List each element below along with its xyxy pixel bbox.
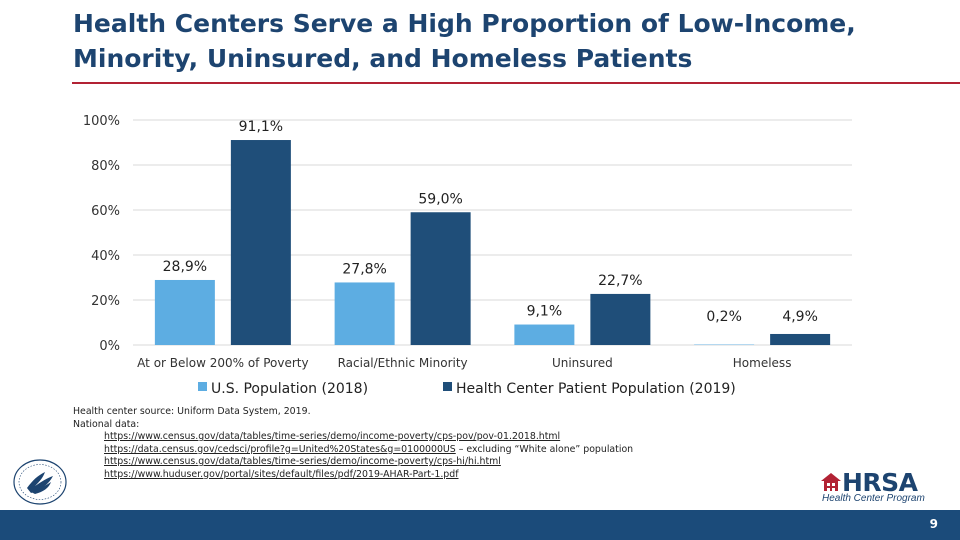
hrsa-wordmark: HRSA bbox=[842, 468, 918, 497]
source-link-row: https://data.census.gov/cedsci/profile?g… bbox=[73, 444, 773, 457]
legend-swatch bbox=[443, 382, 452, 391]
house-icon bbox=[821, 473, 841, 491]
page-number: 9 bbox=[929, 517, 938, 531]
data-label: 22,7% bbox=[598, 273, 642, 289]
bar bbox=[514, 324, 575, 345]
source-link-census-profile[interactable]: https://data.census.gov/cedsci/profile?g… bbox=[104, 443, 456, 455]
bar bbox=[410, 212, 471, 345]
data-label: 91,1% bbox=[239, 119, 283, 135]
source-link-row: https://www.census.gov/data/tables/time-… bbox=[73, 456, 773, 469]
hrsa-logo: HRSA Health Center Program bbox=[818, 468, 940, 504]
y-tick-label: 100% bbox=[83, 114, 120, 129]
bar bbox=[770, 333, 831, 345]
y-tick-label: 60% bbox=[91, 204, 120, 219]
data-label: 27,8% bbox=[342, 261, 386, 277]
bar bbox=[154, 279, 215, 345]
x-tick-label: Homeless bbox=[733, 356, 792, 370]
data-label: 4,9% bbox=[782, 309, 818, 325]
national-data-label: National data: bbox=[73, 418, 140, 430]
source-link-health-insurance[interactable]: https://www.census.gov/data/tables/time-… bbox=[104, 456, 501, 467]
bar-chart: 0% 20% 40% 60% 80% 100% 28,9% 91,1% At or Below … bbox=[83, 114, 852, 397]
data-label: 28,9% bbox=[163, 259, 207, 275]
sources-block: Health center source: Uniform Data Syste… bbox=[73, 406, 773, 481]
y-tick-label: 0% bbox=[99, 339, 120, 354]
source-note: – excluding “White alone” population bbox=[455, 443, 634, 455]
source-link-poverty[interactable]: https://www.census.gov/data/tables/time-… bbox=[104, 431, 561, 442]
legend-label: U.S. Population (2018) bbox=[211, 381, 368, 397]
data-label: 9,1% bbox=[527, 304, 563, 320]
data-label: 0,2% bbox=[706, 309, 742, 325]
footer-bar: 9 bbox=[0, 510, 960, 540]
source-link-ahar[interactable]: https://www.huduser.gov/portal/sites/def… bbox=[104, 468, 459, 480]
title-divider bbox=[72, 82, 960, 84]
legend-label: Health Center Patient Population (2019) bbox=[456, 381, 736, 397]
source-link-row: https://www.huduser.gov/portal/sites/def… bbox=[73, 469, 773, 482]
y-tick-label: 40% bbox=[91, 249, 120, 264]
x-tick-label: At or Below 200% of Poverty bbox=[137, 356, 308, 370]
data-label: 59,0% bbox=[418, 191, 462, 207]
legend-swatch bbox=[198, 382, 207, 391]
slide-title: Health Centers Serve a High Proportion o… bbox=[73, 9, 856, 73]
source-link-row: https://www.census.gov/data/tables/time-… bbox=[73, 431, 773, 444]
x-tick-label: Racial/Ethnic Minority bbox=[338, 356, 468, 370]
hrsa-subtitle: Health Center Program bbox=[822, 493, 925, 504]
x-tick-label: Uninsured bbox=[552, 356, 613, 370]
y-tick-label: 80% bbox=[91, 159, 120, 174]
bar bbox=[334, 282, 395, 345]
hhs-seal-icon bbox=[13, 459, 67, 505]
bar bbox=[590, 293, 651, 345]
health-center-source: Health center source: Uniform Data Syste… bbox=[73, 406, 311, 417]
y-tick-label: 20% bbox=[91, 294, 120, 309]
bar bbox=[230, 140, 291, 345]
